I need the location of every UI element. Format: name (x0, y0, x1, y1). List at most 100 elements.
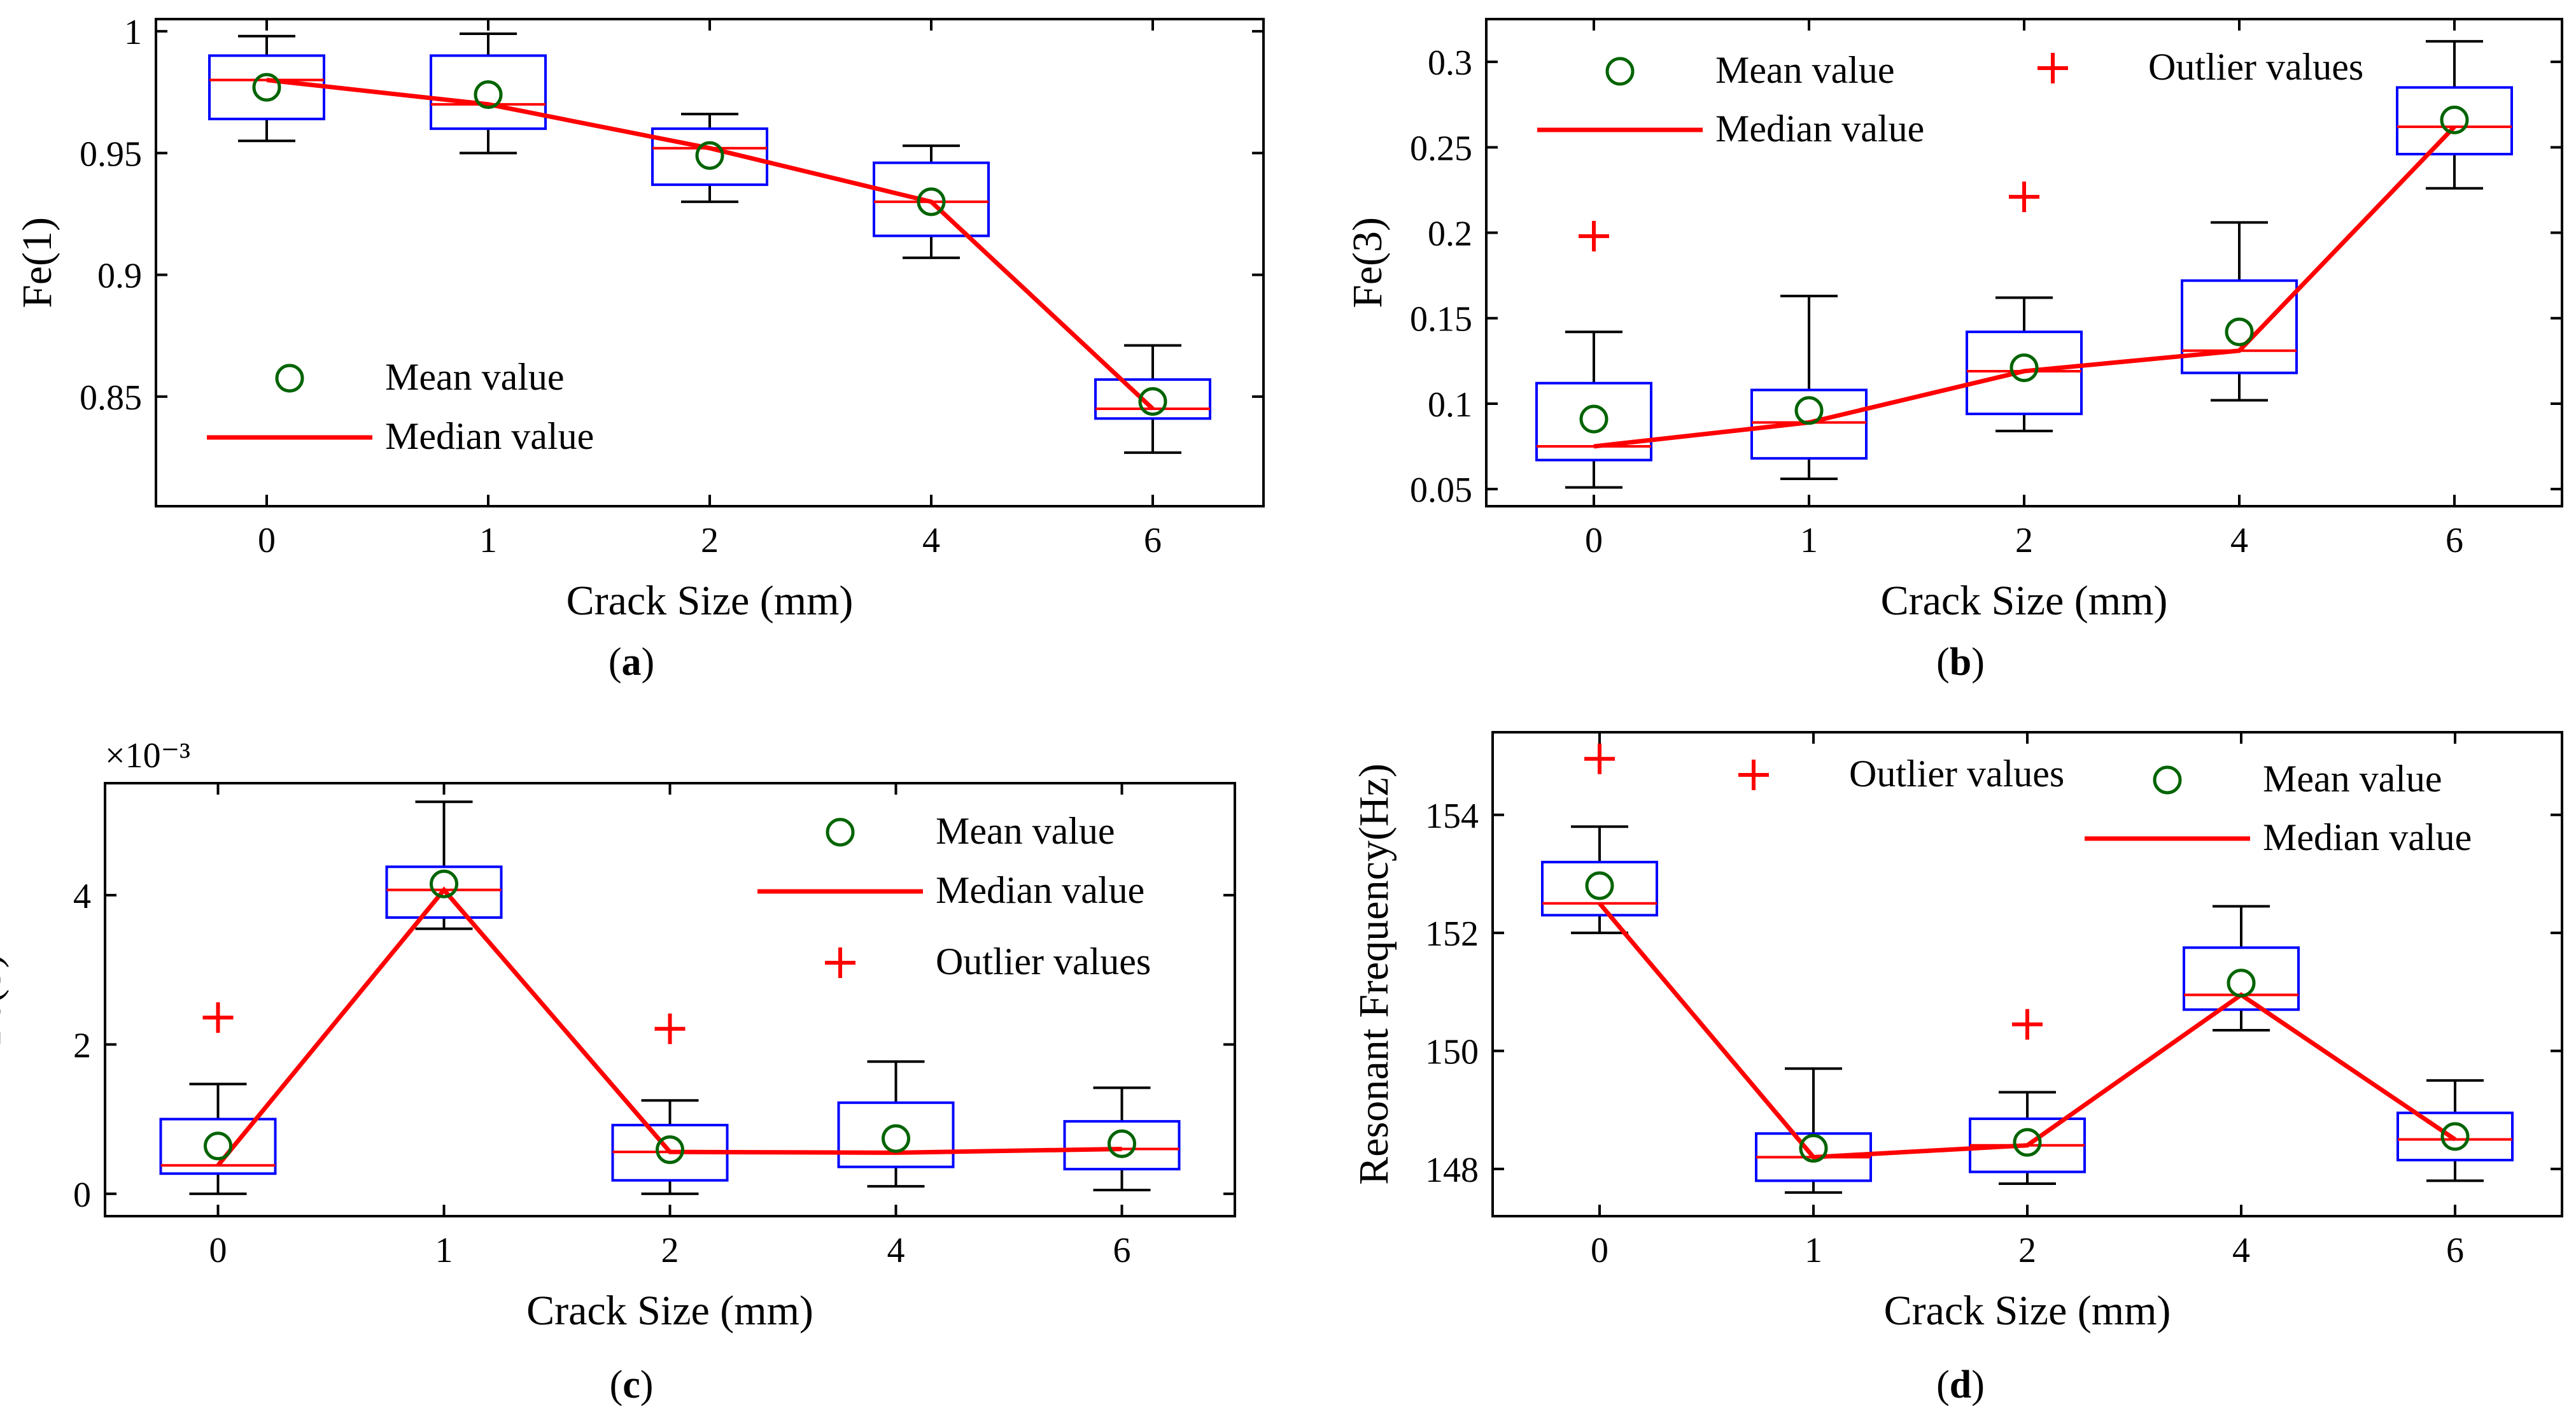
mean-marker-d-0 (1585, 871, 1614, 900)
legend-mean-symbol (2153, 765, 2182, 795)
y-axis-title-a: Fe(1) (14, 217, 60, 308)
x-tick-label-b-1: 1 (1800, 521, 1818, 560)
outlier-point (2012, 1009, 2043, 1040)
mean-marker-c-1 (430, 869, 458, 898)
mean-marker-a-4 (917, 187, 946, 216)
legend-a: Mean value Median value (207, 356, 594, 457)
mean-marker-b-0 (1579, 404, 1608, 434)
legend-c: Mean value Median value Outlier values (757, 810, 1151, 982)
x-tick-label-c-3: 4 (887, 1231, 905, 1270)
legend-outlier-symbol (2038, 53, 2068, 83)
x-tick-label-d-0: 0 (1591, 1231, 1608, 1270)
caption-c: (c) (609, 1363, 654, 1407)
y-tick-label-d-3: 154 (1425, 797, 1479, 836)
legend-outlier-symbol (825, 947, 855, 978)
x-tick-label-a-2: 2 (701, 521, 719, 560)
chart-a: 0.85 0.9 0.95 1 0 1 2 4 6 Crack Size (mm) Fe(1) Mea… (14, 13, 1265, 624)
median-line-b (1593, 125, 2456, 449)
legend-label-outlier: Outlier values (1849, 753, 2064, 795)
legend-label-median: Median value (936, 869, 1144, 911)
y-tick-label-b-4: 0.25 (1410, 129, 1472, 168)
iqr-box (651, 127, 768, 187)
legend-label-mean: Mean value (936, 810, 1115, 852)
mean-marker-b-1 (1794, 396, 1824, 425)
legend-b: Mean value Median value Outlier values (1537, 46, 2363, 150)
y-tick-label-b-3: 0.2 (1428, 215, 1472, 254)
iqr-box (2181, 279, 2298, 374)
iqr-box (873, 161, 990, 238)
median-line-d (1598, 902, 2456, 1159)
y-tick-label-c-2: 4 (73, 877, 91, 916)
outlier-point (1584, 743, 1615, 774)
legend-label-outlier: Outlier values (2148, 46, 2363, 88)
y-tick-label-b-0: 0.05 (1410, 471, 1472, 510)
x-axis-title-c: Crack Size (mm) (526, 1287, 813, 1334)
outlier-point (2009, 181, 2039, 213)
y-tick-label-b-5: 0.3 (1428, 43, 1472, 83)
legend-label-median: Median value (385, 415, 594, 457)
box-d-2 (1969, 1009, 2086, 1186)
iqr-box (385, 865, 503, 919)
outlier-point (1579, 220, 1609, 252)
x-tick-label-a-1: 1 (479, 521, 497, 560)
median-line-c (216, 886, 1122, 1167)
x-tick-label-d-4: 6 (2446, 1231, 2464, 1270)
x-tick-label-a-4: 6 (1144, 521, 1162, 560)
chart-b: 0.05 0.1 0.15 0.2 0.25 0.3 0 1 2 4 6 Crack Size (mm… (1344, 18, 2563, 624)
mean-marker-a-1 (474, 80, 503, 110)
legend-mean-symbol (1605, 57, 1635, 86)
x-axis-title-b: Crack Size (mm) (1881, 578, 2168, 624)
iqr-box (1535, 381, 1652, 462)
x-tick-label-b-4: 6 (2446, 521, 2463, 560)
iqr-box (1094, 378, 1211, 420)
box-b-6 (2396, 39, 2513, 190)
mean-marker-c-2 (656, 1135, 684, 1165)
x-tick-label-b-2: 2 (2015, 521, 2033, 560)
plot-area-b (1485, 18, 2563, 507)
x-tick-label-c-1: 1 (435, 1231, 453, 1270)
x-tick-label-b-0: 0 (1585, 521, 1603, 560)
y-axis-title-b: Fe(3) (1344, 217, 1391, 308)
x-tick-label-c-4: 6 (1113, 1231, 1131, 1270)
mean-marker-d-2 (2013, 1128, 2042, 1157)
iqr-box (2397, 1111, 2514, 1161)
y-tick-label-b-1: 0.1 (1428, 385, 1472, 425)
mean-marker-d-1 (1799, 1133, 1828, 1163)
mean-marker-a-0 (252, 73, 281, 102)
y-exponent-label-c: ×10⁻³ (105, 736, 190, 776)
mean-marker-b-2 (2009, 353, 2039, 383)
legend-mean-symbol (826, 818, 855, 847)
iqr-box (1966, 330, 2083, 416)
legend-outlier-symbol (1738, 760, 1769, 790)
iqr-box (2183, 946, 2300, 1011)
mean-marker-a-2 (695, 141, 724, 170)
caption-d: (d) (1936, 1363, 1985, 1407)
box-c-1 (385, 800, 503, 930)
x-tick-label-d-3: 4 (2232, 1231, 2250, 1270)
y-axis-title-d: Resonant Frequency(Hz) (1351, 763, 1397, 1185)
y-tick-label-d-2: 152 (1425, 914, 1479, 954)
iqr-box (1541, 860, 1658, 917)
box-d-0 (1541, 743, 1658, 935)
plot-area-d (1491, 731, 2563, 1217)
x-tick-label-a-0: 0 (258, 521, 276, 560)
outlier-point (202, 1002, 234, 1033)
legend-mean-symbol (275, 364, 304, 393)
legend-label-median: Median value (2263, 816, 2472, 858)
x-tick-label-a-3: 4 (922, 521, 940, 560)
median-line-a (266, 78, 1155, 411)
iqr-box (159, 1117, 277, 1175)
mean-marker-b-4 (2225, 317, 2254, 346)
chart-d: 148 150 152 154 0 1 2 4 6 Crack Size (mm) Resonant… (1351, 731, 2563, 1334)
x-tick-label-d-2: 2 (2018, 1231, 2036, 1270)
mean-marker-c-6 (1108, 1129, 1136, 1158)
iqr-box (2396, 86, 2513, 156)
mean-marker-b-6 (2440, 105, 2469, 134)
caption-a: (a) (608, 641, 655, 684)
legend-label-median: Median value (1715, 108, 1924, 150)
y-tick-label-c-0: 0 (73, 1175, 91, 1215)
mean-marker-c-4 (882, 1124, 910, 1153)
y-tick-label-d-0: 148 (1425, 1151, 1479, 1190)
legend-label-mean: Mean value (1715, 49, 1895, 91)
